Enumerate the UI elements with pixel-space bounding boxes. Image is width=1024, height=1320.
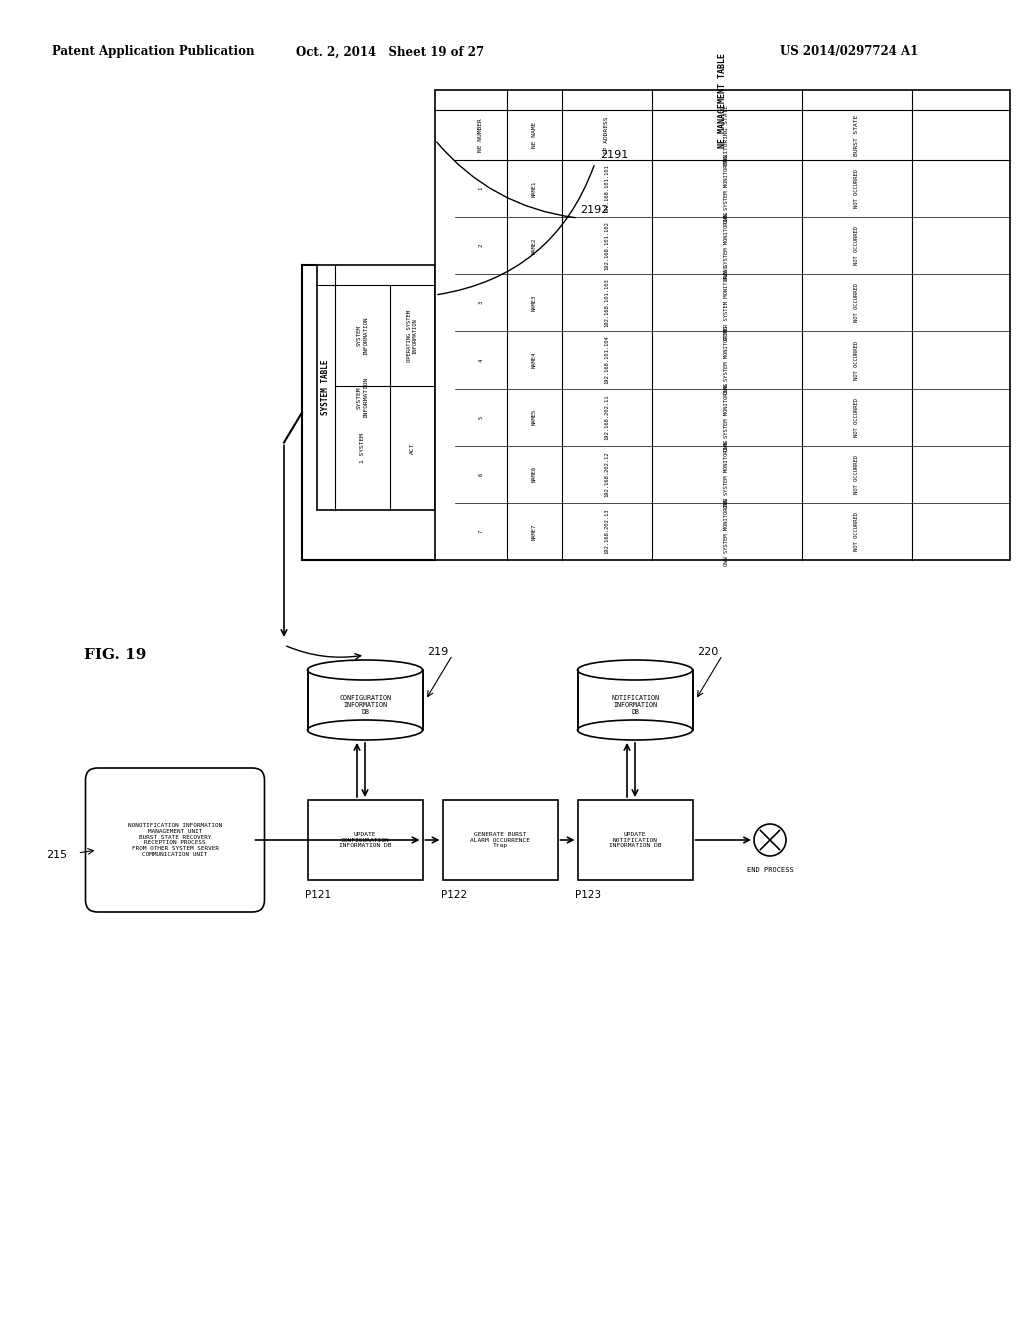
Text: NOT OCCURRED: NOT OCCURRED: [854, 512, 859, 550]
Bar: [578, 800, 692, 880]
Bar: [435, 90, 1010, 560]
Text: 3: 3: [478, 301, 483, 305]
Text: OWN SYSTEM MONITORING: OWN SYSTEM MONITORING: [725, 326, 729, 395]
Text: GENERATE BURST
ALARM OCCURRENCE
Trap: GENERATE BURST ALARM OCCURRENCE Trap: [470, 832, 530, 849]
Text: 220: 220: [697, 647, 719, 657]
Text: MONITORING STATE: MONITORING STATE: [725, 106, 729, 165]
Text: OWN SYSTEM MONITORING: OWN SYSTEM MONITORING: [725, 383, 729, 451]
Text: NAME5: NAME5: [532, 409, 537, 425]
Text: UPDATE
CONFIGURATION
INFORMATION DB: UPDATE CONFIGURATION INFORMATION DB: [339, 832, 391, 849]
Text: NOT OCCURRED: NOT OCCURRED: [854, 226, 859, 265]
Text: NOTIFICATION
INFORMATION
DB: NOTIFICATION INFORMATION DB: [611, 696, 659, 715]
FancyBboxPatch shape: [85, 768, 264, 912]
Text: ACT: ACT: [410, 442, 415, 454]
Text: IP ADDRESS: IP ADDRESS: [604, 116, 609, 153]
Text: BURST STATE: BURST STATE: [854, 115, 859, 156]
Text: P122: P122: [440, 890, 467, 900]
Text: Patent Application Publication: Patent Application Publication: [52, 45, 255, 58]
Text: 192.168.101.102: 192.168.101.102: [604, 222, 609, 271]
Text: NOT OCCURRED: NOT OCCURRED: [854, 341, 859, 380]
Text: P123: P123: [575, 890, 602, 900]
Text: NE MANAGEMENT TABLE: NE MANAGEMENT TABLE: [718, 53, 727, 148]
Text: NAME2: NAME2: [532, 238, 537, 253]
Text: CONFIGURATION
INFORMATION
DB: CONFIGURATION INFORMATION DB: [339, 696, 391, 715]
Text: OWN SYSTEM MONITORING: OWN SYSTEM MONITORING: [725, 154, 729, 223]
Text: OWN SYSTEM MONITORING: OWN SYSTEM MONITORING: [725, 498, 729, 565]
Text: OWN SYSTEM MONITORING: OWN SYSTEM MONITORING: [725, 440, 729, 508]
Text: NAME4: NAME4: [532, 352, 537, 368]
Text: 2191: 2191: [600, 150, 629, 160]
Text: NAME6: NAME6: [532, 466, 537, 482]
Text: 215: 215: [46, 850, 68, 861]
Text: NAME3: NAME3: [532, 294, 537, 312]
Text: 192.168.202.12: 192.168.202.12: [604, 451, 609, 498]
Text: Oct. 2, 2014   Sheet 19 of 27: Oct. 2, 2014 Sheet 19 of 27: [296, 45, 484, 58]
Text: NAME7: NAME7: [532, 523, 537, 540]
Bar: [307, 671, 423, 730]
Text: NE NAME: NE NAME: [532, 121, 537, 148]
Text: 192.168.202.11: 192.168.202.11: [604, 395, 609, 440]
Text: 2192: 2192: [580, 205, 608, 215]
Text: SYSTEM TABLE: SYSTEM TABLE: [322, 360, 331, 416]
Text: 219: 219: [427, 647, 449, 657]
Text: NOT OCCURRED: NOT OCCURRED: [854, 397, 859, 437]
Bar: [317, 265, 435, 510]
Ellipse shape: [578, 719, 692, 741]
Text: FIG. 19: FIG. 19: [84, 648, 146, 663]
Text: OPERATING SYSTEM
INFORMATION: OPERATING SYSTEM INFORMATION: [408, 310, 418, 362]
Text: NOT OCCURRED: NOT OCCURRED: [854, 284, 859, 322]
Text: 2: 2: [478, 244, 483, 247]
Text: 1: 1: [478, 187, 483, 190]
Text: 5: 5: [478, 416, 483, 418]
Text: OTHER SYSTEM MONITORING: OTHER SYSTEM MONITORING: [725, 265, 729, 341]
Text: UPDATE
NOTIFICATION
INFORMATION DB: UPDATE NOTIFICATION INFORMATION DB: [608, 832, 662, 849]
Circle shape: [754, 824, 786, 855]
Text: 192.168.202.13: 192.168.202.13: [604, 508, 609, 554]
Ellipse shape: [307, 660, 423, 680]
Text: 6: 6: [478, 473, 483, 477]
Ellipse shape: [307, 719, 423, 741]
Text: 4: 4: [478, 358, 483, 362]
Text: NOT OCCURRED: NOT OCCURRED: [854, 169, 859, 209]
Text: NE NUMBER: NE NUMBER: [478, 117, 483, 152]
Text: SYSTEM
INFORMATION: SYSTEM INFORMATION: [357, 317, 368, 355]
Text: 1 SYSTEM: 1 SYSTEM: [360, 433, 365, 463]
Text: END PROCESS: END PROCESS: [746, 867, 794, 873]
Text: OWN SYSTEM MONITORING: OWN SYSTEM MONITORING: [725, 211, 729, 280]
Text: SYSTEM
INFORMATION: SYSTEM INFORMATION: [357, 378, 368, 418]
Text: NOT OCCURRED: NOT OCCURRED: [854, 455, 859, 494]
Text: P121: P121: [305, 890, 332, 900]
Text: NONOTIFICATION INFORMATION
MANAGEMENT UNIT
BURST STATE RECOVERY
RECEPTION PROCES: NONOTIFICATION INFORMATION MANAGEMENT UN…: [128, 822, 222, 857]
Ellipse shape: [578, 660, 692, 680]
Text: 7: 7: [478, 529, 483, 533]
Text: 192.168.101.103: 192.168.101.103: [604, 279, 609, 327]
Bar: [578, 671, 692, 730]
Text: 192.168.101.101: 192.168.101.101: [604, 164, 609, 213]
Text: US 2014/0297724 A1: US 2014/0297724 A1: [780, 45, 919, 58]
Bar: [307, 800, 423, 880]
Bar: [442, 800, 557, 880]
Text: NAME1: NAME1: [532, 181, 537, 197]
Text: 192.168.101.104: 192.168.101.104: [604, 335, 609, 384]
